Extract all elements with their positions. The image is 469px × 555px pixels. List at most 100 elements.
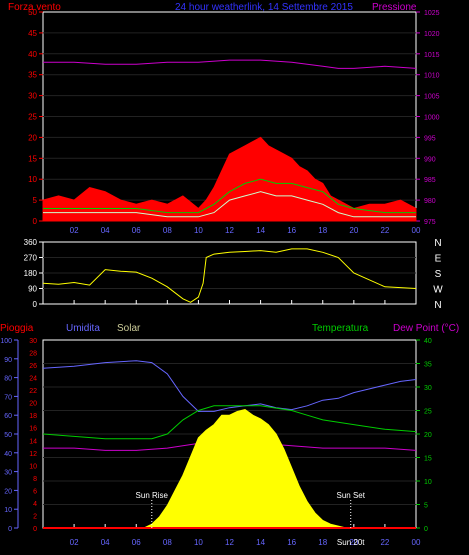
rain-tick-label: 30 [4,470,12,477]
pressure-tick-label: 1010 [424,73,440,80]
humidity-tick-label: 10 [29,463,37,470]
wind-tick-label: 25 [28,113,37,122]
solar-area [143,409,354,529]
rain-tick-label: 10 [4,507,12,514]
x-tick-label: 22 [380,538,389,547]
panel-rain-series [42,360,417,529]
umiditaline [42,360,417,412]
humidity-tick-label: 20 [29,401,37,408]
wind-average-line [43,178,416,214]
sunset-time-label: Sun 20t [337,538,365,547]
pressure-tick-label: 990 [424,156,436,163]
x-tick-label: 18 [318,226,327,235]
humidity-tick-label: 0 [33,526,37,533]
wind-tick-label: 15 [28,154,37,163]
direction-tick-label: 270 [24,254,38,263]
legend-label: Pioggia [0,323,34,334]
x-tick-label: 14 [256,538,265,547]
sunrise-label: Sun Rise [136,491,169,500]
x-tick-label: 06 [132,226,141,235]
legend-label: Temperatura [312,323,369,334]
rain-tick-label: 90 [4,357,12,364]
x-tick-label: 12 [225,226,234,235]
rain-tick-label: 20 [4,488,12,495]
pressure-tick-label: 975 [424,219,436,226]
x-tick-label: 06 [132,538,141,547]
chart-title: 24 hour weatherlink, 14 Settembre 2015 [175,2,353,13]
x-tick-label: 10 [194,226,203,235]
x-tick-label: 12 [225,538,234,547]
compass-label: S [435,269,442,280]
x-tick-label: 14 [256,226,265,235]
temp-tick-label: 5 [424,503,428,510]
x-tick-label: 20 [349,538,358,547]
temp-tick-label: 35 [424,362,432,369]
legend-label: Umidita [66,323,100,334]
humidity-tick-label: 16 [29,426,37,433]
x-tick-label: 08 [163,538,172,547]
temp-tick-label: 25 [424,409,432,416]
x-tick-label: 00 [412,226,421,235]
panel-wind-series [42,59,417,222]
direction-degree-ticks: 0 90 180 270 360 [24,238,38,309]
temperature-axis-ticks: 0 5 10 15 20 25 30 35 40 [424,338,432,533]
x-tick-label: 20 [349,226,358,235]
pressure-line [43,59,417,69]
x-tick-label: 18 [318,538,327,547]
direction-tick-label: 90 [28,285,37,294]
panel-rain-labels: Pioggia Umidita Solar Temperatura Dew Point … [0,323,459,334]
pressure-tick-label: 1020 [424,31,440,38]
pressure-tick-label: 995 [424,135,436,142]
panel-wind-x-ticks: 02 04 06 08 10 12 14 16 18 20 22 00 [70,226,421,235]
wind-tick-label: 30 [28,92,37,101]
sunset-label: Sun Set [336,491,365,500]
x-tick-label: 00 [412,538,421,547]
temp-tick-label: 10 [424,479,432,486]
humidity-tick-label: 6 [33,488,37,495]
direction-tick-label: 0 [33,300,38,309]
humidity-tick-label: 30 [29,338,37,345]
humidity-tick-label: 28 [29,351,37,358]
rain-tick-label: 50 [4,432,12,439]
compass-label: N [434,300,441,311]
temp-tick-label: 40 [424,338,432,345]
humidity-tick-label: 8 [33,476,37,483]
wind-tick-label: 0 [33,217,38,226]
rain-tick-label: 70 [4,394,12,401]
rain-tick-label: 80 [4,376,12,383]
pressure-tick-label: 1000 [424,115,440,122]
wind-speed-line [43,191,416,218]
wind-tick-label: 50 [28,8,37,17]
humidity-tick-label: 18 [29,413,37,420]
pressure-tick-label: 1015 [424,52,440,59]
direction-tick-label: 180 [24,269,38,278]
rain-tick-label: 60 [4,413,12,420]
humidity-tick-label: 22 [29,388,37,395]
temp-tick-label: 0 [424,526,428,533]
x-tick-label: 02 [70,226,79,235]
rain-tick-label: 40 [4,451,12,458]
wind-tick-label: 45 [28,29,37,38]
wind-tick-label: 5 [33,196,38,205]
temperaturaline [42,405,417,440]
pressure-axis-ticks: 975 980 985 990 995 1000 1005 1010 1015 1020 1025 [424,10,440,226]
sun-annotations: Sun Rise Sun Set Sun 20t [136,491,366,547]
wind-tick-label: 40 [28,50,37,59]
rain-tick-label: 100 [0,338,12,345]
humidity-tick-label: 4 [33,501,37,508]
rain-tick-label: 0 [8,526,12,533]
compass-label: W [433,285,443,296]
humidity-tick-label: 2 [33,513,37,520]
panel-direction-grid [39,241,417,305]
legend-label: Solar [117,323,141,334]
x-tick-label: 16 [287,226,296,235]
pressure-tick-label: 985 [424,177,436,184]
pressure-tick-label: 1025 [424,10,440,17]
x-tick-label: 02 [70,538,79,547]
pressure-tick-label: 1005 [424,94,440,101]
temp-tick-label: 20 [424,432,432,439]
